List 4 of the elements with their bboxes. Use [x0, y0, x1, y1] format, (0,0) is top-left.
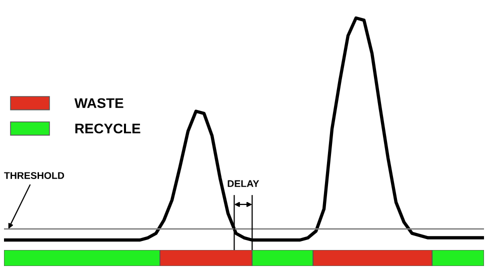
annotation: DELAY: [228, 180, 260, 187]
ref-line-label: THRESHOLD: [4, 172, 64, 179]
legend-label: WASTE: [74, 98, 124, 108]
legend-label: RECYCLE: [75, 124, 140, 134]
